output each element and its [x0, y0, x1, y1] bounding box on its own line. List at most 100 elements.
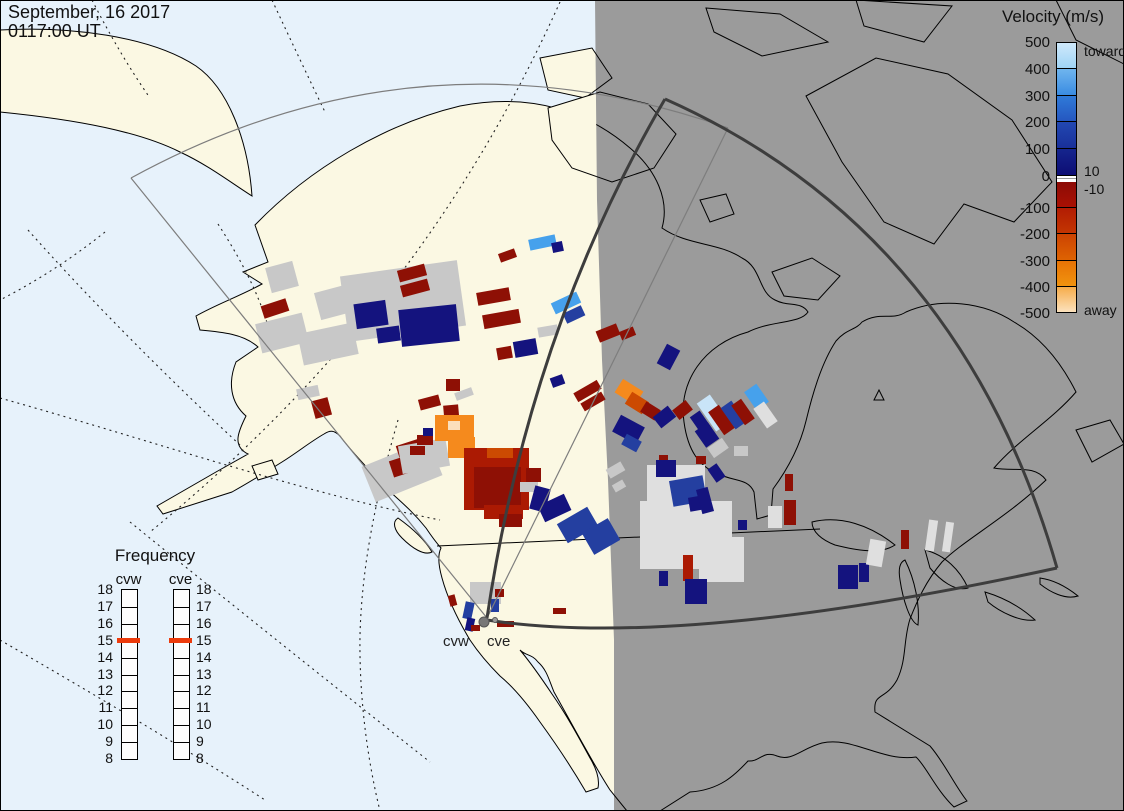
velocity-cell — [376, 325, 401, 344]
velocity-cell — [659, 455, 668, 463]
velocity-tick-label: -500 — [1019, 305, 1050, 322]
frequency-bar-cve — [173, 589, 190, 760]
velocity-cell — [417, 435, 433, 445]
velocity-cell — [865, 538, 887, 568]
velocity-cell — [785, 474, 793, 491]
velocity-cell — [685, 579, 707, 604]
frequency-bar-tick — [122, 742, 137, 743]
threshold-upper-label: 10 — [1084, 163, 1100, 179]
velocity-cell — [694, 422, 720, 448]
velocity-cell — [446, 379, 460, 391]
frequency-bar-tick — [122, 607, 137, 608]
frequency-scale-label-left: 12 — [97, 682, 113, 699]
velocity-cell — [487, 448, 513, 458]
lake-erie — [984, 591, 1037, 621]
frequency-scale-label-right: 15 — [196, 631, 212, 648]
velocity-cell — [695, 486, 715, 515]
threshold-lower-label: -10 — [1084, 181, 1105, 197]
velocity-tick-label: 500 — [1024, 34, 1050, 51]
frequency-scale-label-left: 8 — [105, 750, 113, 766]
velocity-cell — [448, 421, 460, 430]
colorbar-segment-away — [1056, 286, 1077, 313]
frequency-column-label-cvw: cvw — [115, 571, 142, 588]
colorbar-segment-toward — [1056, 149, 1077, 176]
colorbar-segment-away — [1056, 260, 1077, 287]
colorbar-segment-toward — [1056, 122, 1077, 150]
velocity-cell — [707, 463, 726, 483]
velocity-cell — [901, 530, 909, 549]
frequency-scale-label-right: 11 — [196, 699, 211, 716]
frequency-scale-label-left: 16 — [97, 614, 113, 631]
frequency-scale-label-left: 9 — [105, 733, 113, 750]
velocity-cell — [941, 521, 955, 553]
velocity-cell — [551, 240, 564, 254]
velocity-cell — [838, 565, 858, 589]
velocity-tick-label: -400 — [1019, 278, 1050, 296]
velocity-cell — [731, 398, 755, 426]
velocity-cell — [556, 506, 599, 544]
night-terminator-shading — [595, 0, 1124, 811]
velocity-cell — [297, 322, 359, 366]
velocity-cell — [396, 263, 428, 283]
velocity-cell — [924, 519, 939, 552]
frequency-scale-label-right: 14 — [196, 648, 212, 665]
frequency-bar-tick — [122, 708, 137, 709]
lake-michigan — [898, 559, 919, 626]
frequency-scale-label-left: 18 — [97, 581, 113, 597]
colorbar-segment-away — [1056, 181, 1077, 209]
frequency-bar-tick — [174, 691, 189, 692]
frequency-scale-label-left: 10 — [97, 716, 113, 733]
velocity-cell — [255, 312, 309, 354]
velocity-cell — [621, 433, 642, 453]
velocity-cell — [526, 468, 541, 482]
velocity-tick-label: -300 — [1019, 252, 1050, 270]
velocity-cell — [720, 400, 747, 430]
velocity-cell — [537, 324, 559, 338]
frequency-scale-label-left: 17 — [97, 597, 113, 614]
lake-ontario — [1039, 577, 1080, 598]
velocity-cell — [708, 404, 735, 436]
velocity-cell — [656, 343, 681, 371]
frequency-bar-tick — [174, 675, 189, 676]
colorbar-segment-toward — [1056, 68, 1077, 96]
velocity-cell — [696, 456, 706, 464]
velocity-cell — [462, 601, 475, 620]
velocity-cell — [656, 460, 676, 477]
velocity-cell — [753, 401, 778, 429]
velocity-cell — [398, 304, 460, 347]
frequency-column-label-cve: cve — [168, 571, 193, 588]
away-label: away — [1084, 302, 1117, 318]
frequency-scale-label-right: 18 — [196, 581, 212, 597]
frequency-bar-tick — [174, 708, 189, 709]
velocity-cell — [265, 260, 299, 294]
velocity-cell — [581, 518, 621, 555]
fov-outline-cve — [485, 97, 1059, 630]
frequency-scale-label-right: 9 — [196, 733, 204, 750]
radar-label-cvw: cvw — [443, 633, 469, 650]
velocity-cell — [859, 563, 869, 582]
velocity-cell — [672, 400, 693, 420]
velocity-cell — [699, 537, 744, 582]
velocity-cell — [491, 599, 499, 612]
velocity-cell — [611, 479, 627, 493]
velocity-cell — [447, 594, 458, 607]
frequency-bar-tick — [122, 624, 137, 625]
velocity-cell — [476, 287, 511, 306]
velocity-cell — [497, 248, 518, 263]
frequency-bar-cvw — [121, 589, 138, 760]
velocity-tick-label: 300 — [1024, 87, 1050, 105]
velocity-cell — [399, 278, 431, 298]
radar-label-cve: cve — [487, 633, 511, 650]
velocity-cell — [423, 428, 433, 436]
velocity-cell — [482, 308, 521, 330]
frequency-scale-label-left: 11 — [98, 699, 113, 716]
frequency-scale-label-right: 13 — [196, 665, 212, 682]
velocity-cell — [471, 625, 480, 631]
velocity-cell — [550, 291, 582, 315]
velocity-tick-label: 0 — [1041, 168, 1050, 185]
frequency-scale-label-right: 16 — [196, 614, 212, 631]
frequency-scale-label-left: 13 — [97, 665, 113, 682]
hudson-bay-islet — [873, 388, 885, 401]
velocity-cell — [520, 482, 538, 492]
